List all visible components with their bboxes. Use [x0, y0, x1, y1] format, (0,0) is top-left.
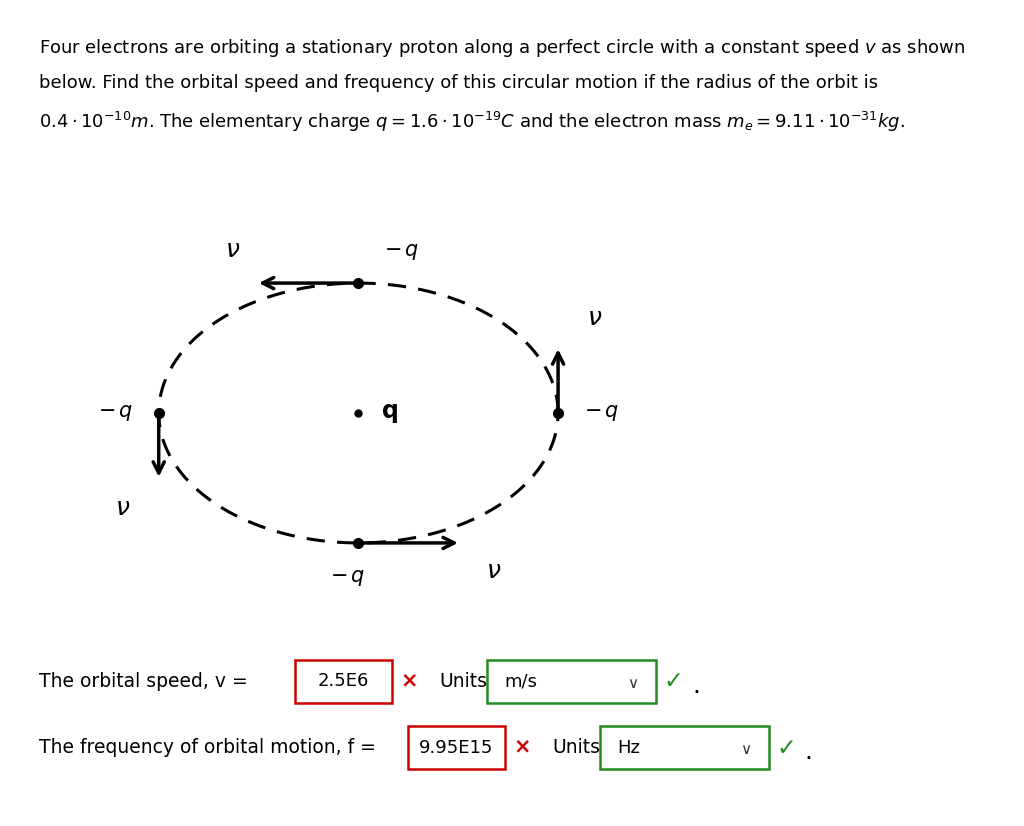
Text: .: .: [805, 739, 813, 764]
FancyBboxPatch shape: [295, 660, 392, 703]
Text: $\nu$: $\nu$: [225, 239, 241, 263]
Text: Units: Units: [552, 738, 600, 757]
FancyBboxPatch shape: [408, 726, 505, 769]
Text: The frequency of orbital motion, f =: The frequency of orbital motion, f =: [39, 738, 382, 757]
Text: $\mathbf{\times}$: $\mathbf{\times}$: [400, 672, 417, 691]
Text: Units: Units: [439, 672, 487, 691]
Text: $0.4 \cdot 10^{-10}m$. The elementary charge $q = 1.6 \cdot 10^{-19}C$ and the e: $0.4 \cdot 10^{-10}m$. The elementary ch…: [39, 110, 905, 134]
Text: $\nu$: $\nu$: [115, 496, 130, 520]
Text: $\nu$: $\nu$: [587, 306, 602, 330]
Text: ∨: ∨: [628, 676, 638, 691]
FancyBboxPatch shape: [487, 660, 656, 703]
Text: $-\,q$: $-\,q$: [584, 403, 620, 423]
Text: ∨: ∨: [740, 742, 751, 757]
Text: $\mathbf{q}$: $\mathbf{q}$: [381, 401, 397, 425]
Text: $\mathbf{\times}$: $\mathbf{\times}$: [513, 738, 529, 757]
Text: $-\,q$: $-\,q$: [384, 242, 420, 263]
Text: 9.95E15: 9.95E15: [419, 738, 494, 757]
Text: below. Find the orbital speed and frequency of this circular motion if the radiu: below. Find the orbital speed and freque…: [39, 74, 878, 92]
Text: m/s: m/s: [505, 672, 538, 691]
Text: Hz: Hz: [617, 738, 640, 757]
Text: ✓: ✓: [776, 735, 796, 760]
Text: ✓: ✓: [664, 669, 683, 694]
Text: The orbital speed, v =: The orbital speed, v =: [39, 672, 254, 691]
Text: $-\,q$: $-\,q$: [331, 567, 366, 588]
Text: $-\,q$: $-\,q$: [97, 403, 133, 423]
Text: Four electrons are orbiting a stationary proton along a perfect circle with a co: Four electrons are orbiting a stationary…: [39, 37, 965, 59]
Text: 2.5E6: 2.5E6: [317, 672, 370, 691]
Text: .: .: [692, 673, 700, 698]
Text: $\nu$: $\nu$: [486, 559, 502, 583]
FancyBboxPatch shape: [600, 726, 769, 769]
